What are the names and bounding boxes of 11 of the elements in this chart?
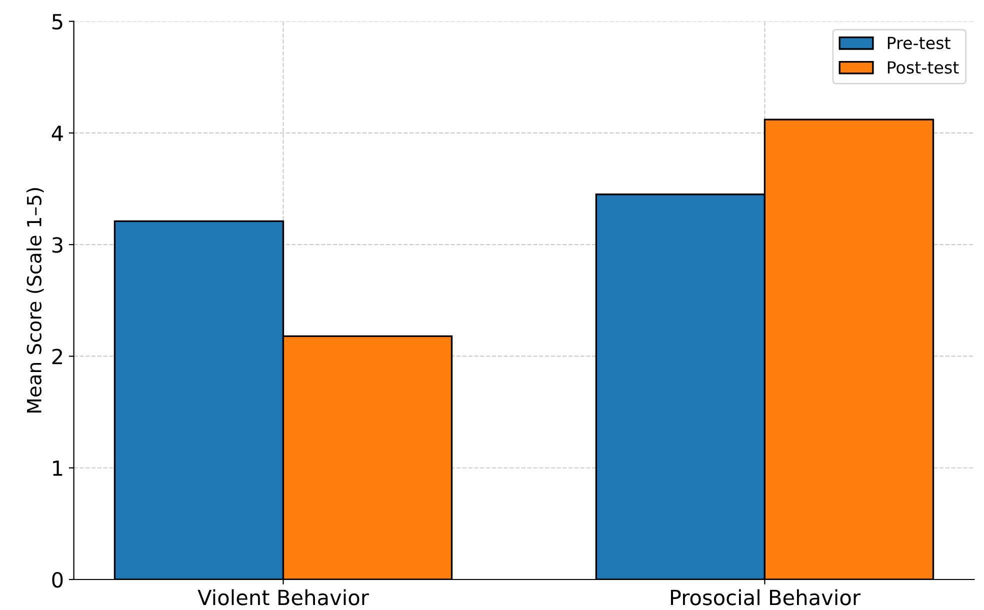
legend-label: Pre-test xyxy=(888,36,950,50)
y-tick-label: 5 xyxy=(52,14,62,30)
y-tick-label: 0 xyxy=(52,572,63,588)
y-tick-label: 4 xyxy=(52,126,63,141)
y-tick-label: 1 xyxy=(53,460,62,476)
y-tick-label: 3 xyxy=(52,237,62,253)
y-tick-label: 2 xyxy=(52,348,62,364)
y-axis-title: Mean Score (Scale 1–5) xyxy=(26,188,44,412)
legend-label: Post-test xyxy=(888,61,959,74)
x-tick-label: Prosocial Behavior xyxy=(670,589,860,606)
x-tick-label: Violent Behavior xyxy=(198,589,369,606)
